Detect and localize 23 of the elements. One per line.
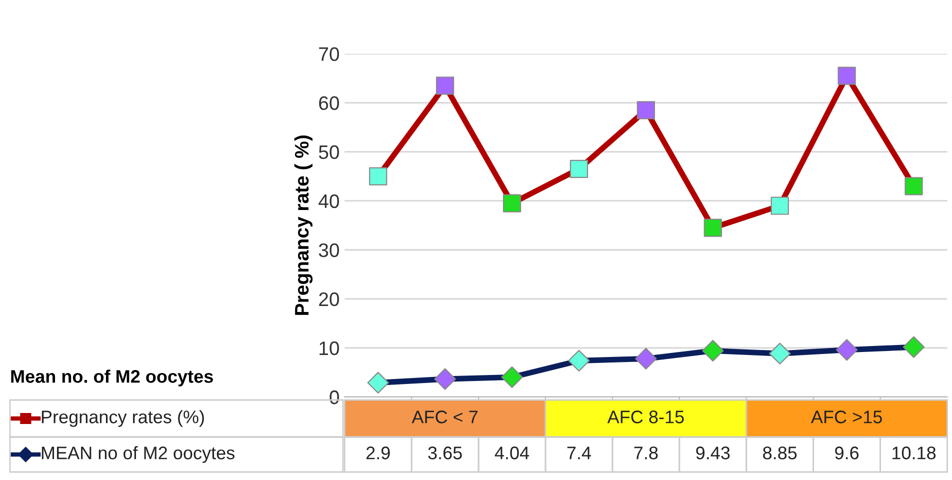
y-axis-title: Pregnancy rate ( %) xyxy=(294,136,313,315)
data-label: 9.6 xyxy=(835,446,859,460)
data-label: 7.4 xyxy=(567,446,591,460)
y-tick-label: 50 xyxy=(318,145,340,160)
data-label: 7.8 xyxy=(634,446,658,460)
y-tick-label: 20 xyxy=(319,292,340,306)
legend-label: Pregnancy rates (%) xyxy=(42,410,204,427)
legend-label: MEAN no of M2 oocytes xyxy=(42,446,234,463)
text: AFC < 7 xyxy=(412,410,478,424)
data-label: 9.43 xyxy=(696,446,730,460)
y-tick-label: 60 xyxy=(319,96,340,110)
text: AFC >15 xyxy=(810,410,882,424)
data-label: 4.04 xyxy=(494,446,530,460)
data-label: 8.85 xyxy=(763,446,797,460)
data-label: 3.65 xyxy=(428,446,462,460)
y-tick-label: 30 xyxy=(318,243,340,258)
text: AFC 8-15 xyxy=(607,410,684,424)
y-tick-label: 40 xyxy=(318,194,340,208)
data-label: 10.18 xyxy=(892,446,936,460)
data-label: 2.9 xyxy=(366,446,390,460)
y-tick-label: 70 xyxy=(319,47,340,61)
text: Mean no. of M2 oocytes xyxy=(11,370,213,386)
y-tick-label: 10 xyxy=(320,341,340,356)
